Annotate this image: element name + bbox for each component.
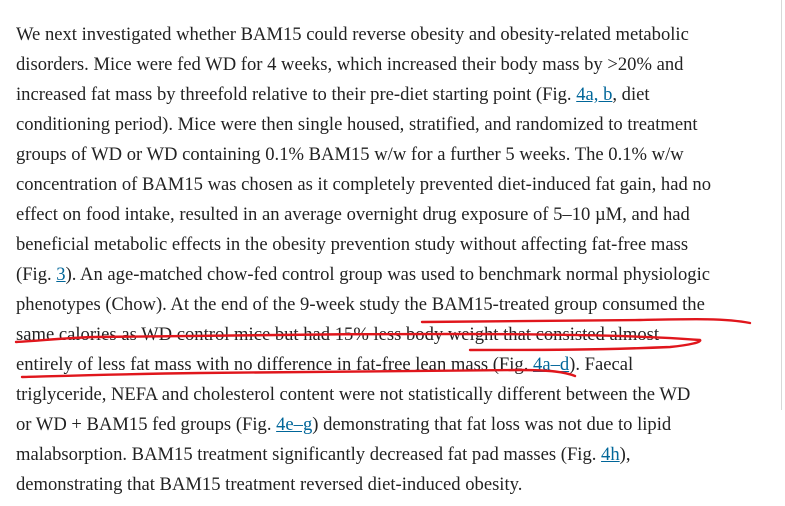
figure-reference-link[interactable]: 4e–g [276,414,313,435]
text-run: increased fat mass by threefold relative… [16,84,577,105]
text-run: demonstrating that BAM15 treatment rever… [16,474,523,495]
text-run: groups of WD or WD containing 0.1% BAM15… [16,144,684,165]
text-run: (Fig. [16,264,57,285]
text-line: (Fig. 3). An age-matched chow-fed contro… [16,260,785,290]
scroll-edge-divider [781,0,782,410]
text-run: We next investigated whether BAM15 could… [16,24,689,45]
text-run: or WD + BAM15 fed groups (Fig. [16,414,277,435]
text-run: concentration of BAM15 was chosen as it … [16,174,711,195]
text-line: same calories as WD control mice but had… [16,320,785,350]
text-run: ). An age-matched chow-fed control group… [65,264,710,285]
text-line: triglyceride, NEFA and cholesterol conte… [16,380,785,410]
text-run: disorders. Mice were fed WD for 4 weeks,… [16,54,684,75]
text-run: phenotypes (Chow). At the end of the 9-w… [16,294,705,315]
body-paragraph: We next investigated whether BAM15 could… [16,20,785,500]
text-line: phenotypes (Chow). At the end of the 9-w… [16,290,785,320]
text-run: conditioning period). Mice were then sin… [16,114,698,135]
figure-reference-link[interactable]: 4a, b [576,84,613,105]
text-run: ), [619,444,631,465]
text-line: beneficial metabolic effects in the obes… [16,230,785,260]
text-line: demonstrating that BAM15 treatment rever… [16,470,785,500]
text-line: or WD + BAM15 fed groups (Fig. 4e–g) dem… [16,410,785,440]
text-run: effect on food intake, resulted in an av… [16,204,690,225]
text-run: malabsorption. BAM15 treatment significa… [16,444,602,465]
text-line: conditioning period). Mice were then sin… [16,110,785,140]
text-line: We next investigated whether BAM15 could… [16,20,785,50]
figure-reference-link[interactable]: 4a–d [533,354,570,375]
text-run: entirely of less fat mass with no differ… [16,354,534,375]
text-run: beneficial metabolic effects in the obes… [16,234,689,255]
text-run: ) demonstrating that fat loss was not du… [312,414,672,435]
text-line: malabsorption. BAM15 treatment significa… [16,440,785,470]
text-run: triglyceride, NEFA and cholesterol conte… [16,384,691,405]
text-line: concentration of BAM15 was chosen as it … [16,170,785,200]
text-run: ). Faecal [569,354,634,375]
text-line: entirely of less fat mass with no differ… [16,350,785,380]
figure-reference-link[interactable]: 4h [601,444,620,465]
text-run: , diet [612,84,650,105]
text-run: same calories as WD control mice but had… [16,324,660,345]
figure-reference-link[interactable]: 3 [56,264,66,285]
text-line: effect on food intake, resulted in an av… [16,200,785,230]
text-line: increased fat mass by threefold relative… [16,80,785,110]
text-line: groups of WD or WD containing 0.1% BAM15… [16,140,785,170]
text-line: disorders. Mice were fed WD for 4 weeks,… [16,50,785,80]
